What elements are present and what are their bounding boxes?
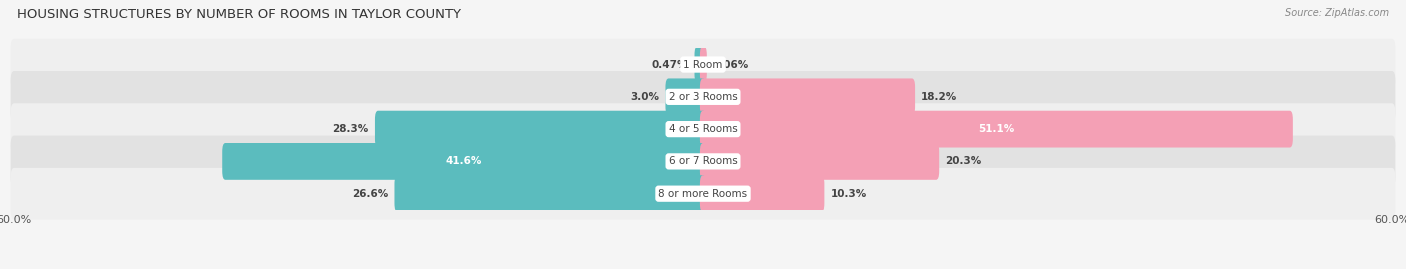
FancyBboxPatch shape — [11, 168, 1395, 220]
Text: 41.6%: 41.6% — [446, 156, 482, 167]
FancyBboxPatch shape — [700, 143, 939, 180]
FancyBboxPatch shape — [11, 136, 1395, 187]
Text: 4 or 5 Rooms: 4 or 5 Rooms — [669, 124, 737, 134]
FancyBboxPatch shape — [700, 79, 915, 115]
Text: 28.3%: 28.3% — [333, 124, 368, 134]
Text: 20.3%: 20.3% — [945, 156, 981, 167]
Text: 3.0%: 3.0% — [630, 92, 659, 102]
FancyBboxPatch shape — [11, 103, 1395, 155]
Text: 6 or 7 Rooms: 6 or 7 Rooms — [669, 156, 737, 167]
Text: 10.3%: 10.3% — [831, 189, 866, 199]
Text: 51.1%: 51.1% — [979, 124, 1015, 134]
FancyBboxPatch shape — [222, 143, 706, 180]
FancyBboxPatch shape — [11, 39, 1395, 90]
Text: HOUSING STRUCTURES BY NUMBER OF ROOMS IN TAYLOR COUNTY: HOUSING STRUCTURES BY NUMBER OF ROOMS IN… — [17, 8, 461, 21]
FancyBboxPatch shape — [700, 111, 1294, 147]
Text: 0.06%: 0.06% — [713, 59, 749, 70]
Text: 1 Room: 1 Room — [683, 59, 723, 70]
Text: 26.6%: 26.6% — [352, 189, 388, 199]
FancyBboxPatch shape — [695, 46, 706, 83]
FancyBboxPatch shape — [700, 46, 707, 83]
FancyBboxPatch shape — [11, 71, 1395, 123]
Text: Source: ZipAtlas.com: Source: ZipAtlas.com — [1285, 8, 1389, 18]
Text: 0.47%: 0.47% — [652, 59, 689, 70]
FancyBboxPatch shape — [375, 111, 706, 147]
Text: 2 or 3 Rooms: 2 or 3 Rooms — [669, 92, 737, 102]
FancyBboxPatch shape — [665, 79, 706, 115]
Text: 8 or more Rooms: 8 or more Rooms — [658, 189, 748, 199]
FancyBboxPatch shape — [395, 175, 706, 212]
FancyBboxPatch shape — [700, 175, 824, 212]
Text: 18.2%: 18.2% — [921, 92, 957, 102]
